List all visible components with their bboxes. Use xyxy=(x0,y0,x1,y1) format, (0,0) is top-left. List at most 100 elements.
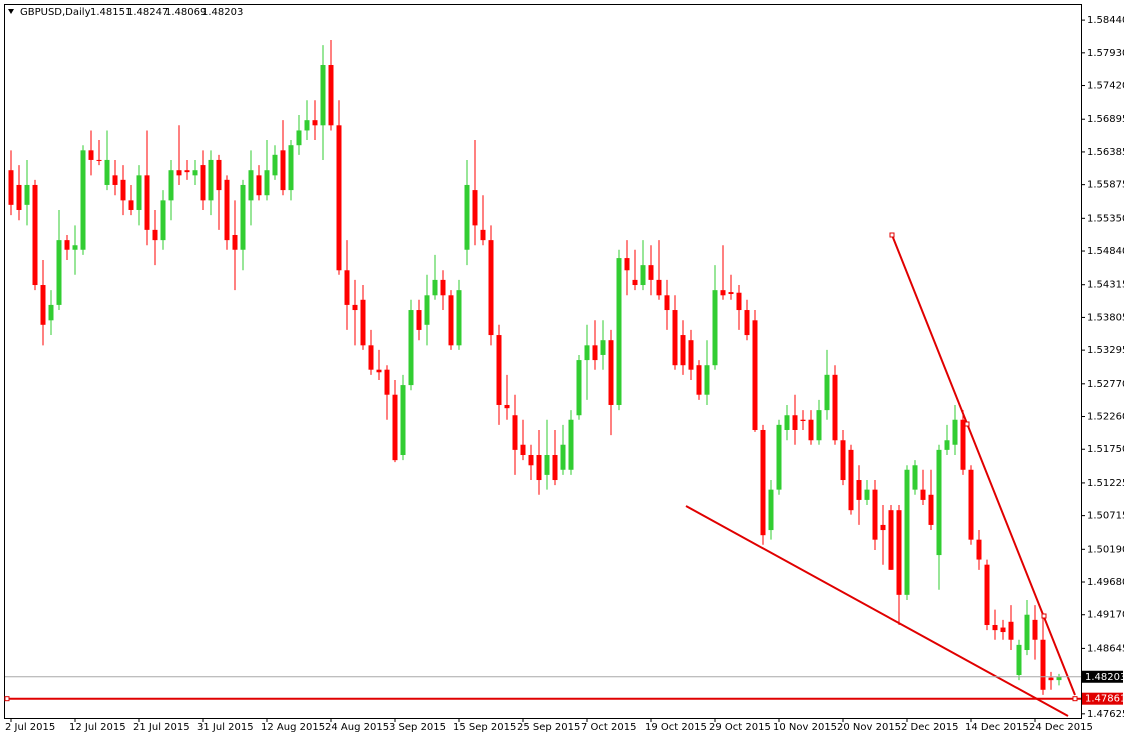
candle-body xyxy=(624,258,630,271)
header-close: 1.48203 xyxy=(202,7,243,18)
candle-body xyxy=(560,444,566,470)
y-tick-label: 1.52770 xyxy=(1087,379,1124,390)
candle-body xyxy=(80,150,86,250)
x-tick-label: 31 Jul 2015 xyxy=(197,722,254,733)
candle-body xyxy=(152,229,158,241)
candle-body xyxy=(448,295,454,346)
candle-body xyxy=(296,130,302,146)
candle-body xyxy=(792,415,798,430)
y-tick-label: 1.56385 xyxy=(1087,147,1124,158)
candle-body xyxy=(1008,621,1014,640)
y-tick-label: 1.49680 xyxy=(1087,577,1124,588)
symbol-label: GBPUSD,Daily xyxy=(20,7,91,18)
candle-body xyxy=(32,184,38,286)
candle-body xyxy=(312,120,318,126)
plot-area xyxy=(8,39,1062,695)
candle-body xyxy=(384,369,390,395)
candle-body xyxy=(520,444,526,456)
candle-body xyxy=(704,365,710,395)
candle-body xyxy=(16,184,22,210)
candle-body xyxy=(544,455,550,475)
candle-body xyxy=(632,279,638,286)
candle-body xyxy=(832,374,838,441)
candle-body xyxy=(344,270,350,305)
y-tick-label: 1.58440 xyxy=(1087,15,1124,26)
candle-body xyxy=(400,385,406,456)
candle-body xyxy=(664,295,670,311)
candle-body xyxy=(168,170,174,201)
candle-body xyxy=(112,175,118,185)
candle-body xyxy=(248,170,254,201)
current-price-label: 1.48203 xyxy=(1085,672,1124,683)
candle-body xyxy=(808,419,814,441)
candle-body xyxy=(672,310,678,366)
candle-body xyxy=(840,440,846,481)
candle-body xyxy=(960,419,966,470)
candle-body xyxy=(232,234,238,250)
x-tick-label: 25 Sep 2015 xyxy=(517,722,580,733)
candle-body xyxy=(40,285,46,325)
menu-arrow[interactable] xyxy=(8,9,14,14)
candle-body xyxy=(1016,644,1022,676)
x-tick-label: 20 Nov 2015 xyxy=(837,722,901,733)
x-tick-label: 2 Jul 2015 xyxy=(5,722,55,733)
candle-body xyxy=(360,299,366,346)
trendlines xyxy=(685,232,1076,717)
candle-body xyxy=(64,240,70,250)
candle-body xyxy=(208,159,214,201)
candle-body xyxy=(528,455,534,466)
candle-body xyxy=(864,489,870,500)
y-tick-label: 1.52260 xyxy=(1087,412,1124,423)
y-tick-label: 1.55350 xyxy=(1087,213,1124,224)
horizontal-line-handle xyxy=(4,696,10,702)
candle-body xyxy=(432,279,438,296)
x-tick-label: 15 Sep 2015 xyxy=(453,722,516,733)
candle-body xyxy=(56,240,62,305)
y-tick-label: 1.51750 xyxy=(1087,444,1124,455)
candle-body xyxy=(1032,619,1038,640)
x-tick-label: 7 Oct 2015 xyxy=(581,722,636,733)
candle-body xyxy=(728,292,734,295)
candle-body xyxy=(1048,677,1054,681)
candle-body xyxy=(1024,614,1030,651)
x-tick-label: 19 Oct 2015 xyxy=(645,722,707,733)
candle-body xyxy=(1000,627,1006,633)
candle-body xyxy=(912,465,918,490)
candle-body xyxy=(352,304,358,311)
y-tick-label: 1.53805 xyxy=(1087,312,1124,323)
candle-body xyxy=(200,165,206,201)
candle-body xyxy=(480,229,486,241)
trendline-handle[interactable] xyxy=(964,421,970,427)
candle-body xyxy=(752,320,758,430)
candle-body xyxy=(456,290,462,346)
candle-body xyxy=(552,455,558,481)
x-tick-label: 10 Nov 2015 xyxy=(773,722,837,733)
y-tick-label: 1.57930 xyxy=(1087,48,1124,59)
candle-body xyxy=(416,310,422,330)
horizontal-line-label: 1.47861 xyxy=(1085,694,1124,705)
x-tick-label: 24 Dec 2015 xyxy=(1029,722,1093,733)
candle-body xyxy=(760,429,766,536)
candle-body xyxy=(720,290,726,296)
current-price-box xyxy=(1082,670,1123,683)
y-tick-label: 1.47625 xyxy=(1087,709,1124,720)
candle-body xyxy=(928,494,934,525)
trendline-lower[interactable] xyxy=(685,505,1069,717)
candle-body xyxy=(856,480,862,500)
candle-body xyxy=(656,279,662,296)
y-tick-label: 1.50190 xyxy=(1087,544,1124,555)
candle-body xyxy=(464,184,470,250)
candle-body xyxy=(184,170,190,173)
candle-body xyxy=(408,310,414,386)
candle-body xyxy=(48,304,54,321)
candle-body xyxy=(712,290,718,366)
candle-body xyxy=(904,469,910,595)
candle-body xyxy=(192,170,198,176)
candle-body xyxy=(256,175,262,196)
candle-body xyxy=(848,449,854,511)
trendline-handle[interactable] xyxy=(1041,613,1047,619)
candle-body xyxy=(824,374,830,411)
candle-body xyxy=(536,455,542,481)
candle-body xyxy=(944,440,950,450)
trendline-handle[interactable] xyxy=(889,232,895,238)
